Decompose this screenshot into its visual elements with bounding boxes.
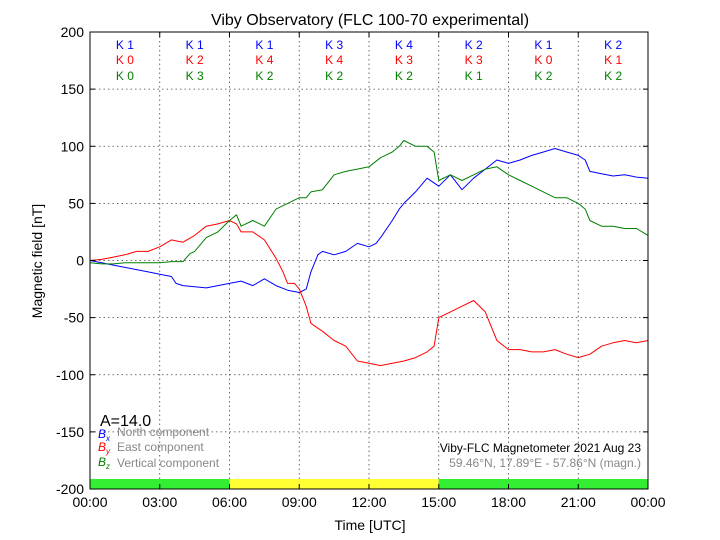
y-tick-label: -100 xyxy=(56,367,84,383)
k-index-north: K 1 xyxy=(534,38,552,52)
k-index-east: K 0 xyxy=(534,53,552,67)
x-tick-label: 21:00 xyxy=(561,494,596,510)
y-tick-label: 200 xyxy=(61,24,85,40)
k-index-east: K 4 xyxy=(325,53,343,67)
legend: Bx North component By East component Bz … xyxy=(98,425,220,471)
y-tick-label: 100 xyxy=(61,138,85,154)
k-index-vertical: K 1 xyxy=(465,69,483,83)
k-index-vertical: K 2 xyxy=(604,69,622,83)
k-index-north: K 1 xyxy=(255,38,273,52)
k-index-vertical: K 2 xyxy=(255,69,273,83)
x-axis-label: Time [UTC] xyxy=(334,517,405,533)
y-tick-label: -150 xyxy=(56,424,84,440)
k-index-north: K 2 xyxy=(465,38,483,52)
y-tick-label: -200 xyxy=(56,481,84,497)
y-axis-label: Magnetic field [nT] xyxy=(29,204,45,318)
info-line-1: Viby-FLC Magnetometer 2021 Aug 23 xyxy=(440,441,642,455)
legend-symbol-north: Bx xyxy=(98,427,111,443)
x-tick-label: 12:00 xyxy=(351,494,386,510)
series-line-north xyxy=(89,148,649,293)
legend-symbol-east-sub: y xyxy=(105,447,111,456)
k-index-vertical: K 2 xyxy=(395,69,413,83)
y-tick-label: 150 xyxy=(61,81,85,97)
axis-ticks xyxy=(89,31,649,490)
legend-symbol-vertical-sub: z xyxy=(105,462,110,471)
legend-label-east: East component xyxy=(117,440,204,454)
x-tick-label: 18:00 xyxy=(491,494,526,510)
series-line-east xyxy=(89,220,649,367)
x-tick-label: 09:00 xyxy=(282,494,317,510)
k-index-east: K 0 xyxy=(116,53,134,67)
k-index-east: K 1 xyxy=(604,53,622,67)
legend-entry-north: Bx North component xyxy=(98,425,210,443)
y-tick-label: 50 xyxy=(68,195,84,211)
legend-label-vertical: Vertical component xyxy=(117,456,220,470)
k-index-east: K 4 xyxy=(255,53,273,67)
k-index-east: K 3 xyxy=(395,53,413,67)
k-index-vertical: K 0 xyxy=(116,69,134,83)
series-line-vertical xyxy=(89,140,649,265)
x-tick-labels: 00:00 03:00 06:00 09:00 12:00 15:00 18:00 21:00… xyxy=(72,494,665,510)
series-lines xyxy=(89,140,649,367)
a-index-annotation: A=14.0 xyxy=(100,413,151,430)
x-tick-label: 06:00 xyxy=(212,494,247,510)
legend-symbol-vertical: Bz xyxy=(98,455,110,471)
y-tick-labels: 200 150 100 50 0 -50 -100 -150 -200 xyxy=(56,24,84,497)
k-index-north: K 4 xyxy=(395,38,413,52)
chart-title: Viby Observatory (FLC 100-70 experimenta… xyxy=(211,12,529,29)
activity-segment-yellow xyxy=(229,479,439,489)
k-index-vertical: K 3 xyxy=(186,69,204,83)
x-tick-label: 00:00 xyxy=(72,494,107,510)
k-index-north: K 1 xyxy=(116,38,134,52)
grid-lines xyxy=(90,32,648,489)
k-index-vertical: K 2 xyxy=(534,69,552,83)
legend-entry-vertical: Bz Vertical component xyxy=(98,455,220,471)
legend-entry-east: By East component xyxy=(98,440,204,456)
k-index-north: K 2 xyxy=(604,38,622,52)
info-line-2: 59.46°N, 17.89°E - 57.86°N (magn.) xyxy=(449,456,641,470)
legend-symbol-east-base: B xyxy=(98,440,106,454)
y-tick-label: -50 xyxy=(64,310,84,326)
legend-symbol-north-sub: x xyxy=(105,434,111,443)
legend-symbol-east: By xyxy=(98,440,111,456)
x-tick-label: 00:00 xyxy=(630,494,665,510)
x-tick-label: 15:00 xyxy=(421,494,456,510)
k-index-east: K 2 xyxy=(186,53,204,67)
activity-segment-green xyxy=(438,479,648,489)
y-tick-label: 0 xyxy=(76,253,84,269)
k-index-north: K 3 xyxy=(325,38,343,52)
x-tick-label: 03:00 xyxy=(142,494,177,510)
legend-symbol-north-base: B xyxy=(98,427,106,441)
legend-label-north: North component xyxy=(117,425,210,439)
k-index-east: K 3 xyxy=(465,53,483,67)
k-index-vertical: K 2 xyxy=(325,69,343,83)
legend-symbol-vertical-base: B xyxy=(98,455,106,469)
k-index-north: K 1 xyxy=(186,38,204,52)
